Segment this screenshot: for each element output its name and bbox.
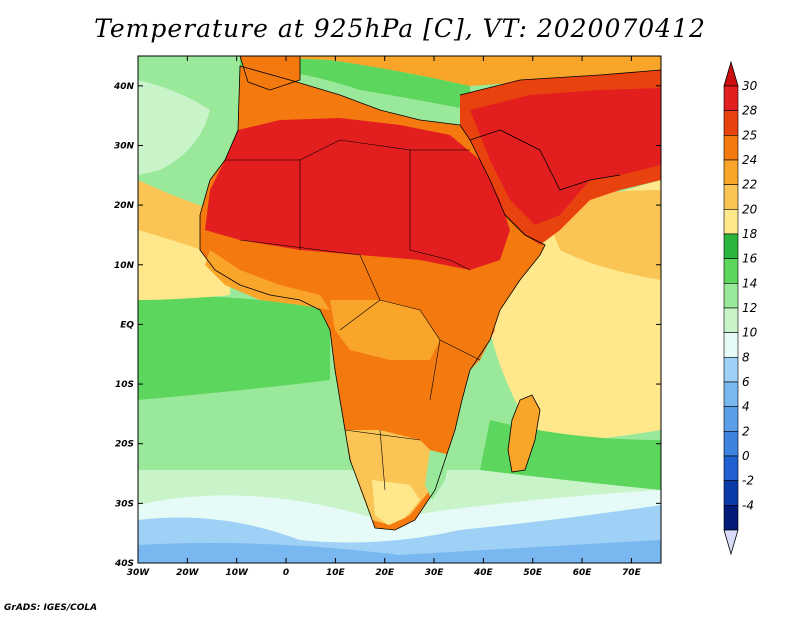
arabia-hot-core xyxy=(470,88,661,225)
lon-tick-label: 50E xyxy=(523,568,543,578)
colorbar-swatch xyxy=(723,455,739,481)
colorbar-swatch xyxy=(723,159,739,185)
map-title: Temperature at 925hPa [C], VT: 202007041… xyxy=(94,14,706,43)
lat-tick-label: 30N xyxy=(114,141,135,151)
colorbar-swatch xyxy=(723,85,739,111)
colorbar-label: 8 xyxy=(742,350,750,364)
ocean-band-tropical-atlantic-light xyxy=(138,230,230,300)
colorbar-swatch xyxy=(723,135,739,161)
axis-labels: 30W 20W 10W 0 10E 20E 30E 40E 50E 60E 70E 40S 30S 20S… xyxy=(113,82,642,578)
lon-tick-label: 20E xyxy=(375,568,395,578)
ocean-band-south-coldest xyxy=(138,540,661,563)
colorbar-label: 4 xyxy=(742,400,750,414)
colorbar-label: 12 xyxy=(742,301,757,315)
sahara-hot-core xyxy=(205,118,510,270)
ocean-patch-canary xyxy=(138,80,210,175)
colorbar-swatch xyxy=(723,209,739,235)
colorbar-swatch xyxy=(723,505,739,531)
iberia-land xyxy=(240,56,300,90)
colorbar-swatch xyxy=(723,406,739,432)
east-africa-highlands xyxy=(440,300,495,380)
colorbar-label: 24 xyxy=(742,153,757,167)
colorbar-label: 10 xyxy=(742,326,758,340)
plot-area xyxy=(138,56,661,563)
colorbar-swatch xyxy=(723,233,739,259)
lon-tick-label: 60E xyxy=(573,568,593,578)
lon-tick-label: 40E xyxy=(473,568,494,578)
colorbar-swatch xyxy=(723,307,739,333)
lat-tick-label: 40N xyxy=(113,82,135,92)
colorbar-label: 14 xyxy=(742,276,757,290)
lon-tick-label: 30E xyxy=(425,568,445,578)
colorbar-swatch xyxy=(723,283,739,309)
colorbar-label: 30 xyxy=(742,79,758,93)
lat-tick-label: 10S xyxy=(115,380,134,390)
plot-frame xyxy=(137,55,662,564)
colorbar-label: -2 xyxy=(742,474,754,488)
lat-tick-label: 20N xyxy=(114,201,135,211)
colorbar-label: 6 xyxy=(742,375,750,389)
lon-tick-label: 30W xyxy=(127,568,151,578)
credit-text: GrADS: IGES/COLA xyxy=(4,603,98,613)
colorbar-top-arrow xyxy=(723,60,739,87)
colorbar-swatch xyxy=(723,332,739,358)
lat-tick-label: EQ xyxy=(120,320,134,330)
colorbar-label: 20 xyxy=(742,202,758,216)
central-africa-mild xyxy=(330,300,440,360)
west-africa-coast-warm xyxy=(205,250,330,310)
colorbar-swatch xyxy=(723,184,739,210)
colorbar-label: 0 xyxy=(742,449,750,463)
country-borders xyxy=(225,139,481,491)
lat-tick-label: 20S xyxy=(115,440,134,450)
lat-tick-label: 30S xyxy=(115,499,134,509)
colorbar-swatch xyxy=(723,431,739,457)
colorbar-swatch xyxy=(723,258,739,284)
colorbar-bottom-arrow xyxy=(723,529,739,556)
colorbar-label: 28 xyxy=(742,104,758,118)
colorbar-label: -4 xyxy=(742,498,754,512)
colorbar-label: 18 xyxy=(742,227,758,241)
lon-tick-label: 10W xyxy=(225,568,249,578)
colorbar-label: 22 xyxy=(742,178,757,192)
colorbar-swatch xyxy=(723,357,739,383)
lat-tick-label: 40S xyxy=(114,559,134,569)
axis-ticks xyxy=(137,56,661,564)
colorbar-label: 2 xyxy=(742,424,750,438)
colorbar-swatch xyxy=(723,480,739,506)
southern-africa-cool xyxy=(372,480,420,525)
colorbar-swatch xyxy=(723,110,739,136)
madagascar-land xyxy=(508,395,540,472)
lon-tick-label: 10E xyxy=(326,568,346,578)
lat-tick-label: 10N xyxy=(114,261,135,271)
ocean-band-equatorial xyxy=(138,296,330,400)
lon-tick-label: 70E xyxy=(622,568,642,578)
coastlines xyxy=(199,56,661,531)
colorbar-swatch xyxy=(723,381,739,407)
lon-tick-label: 20W xyxy=(176,568,200,578)
colorbar-label: 25 xyxy=(742,128,757,142)
lon-tick-label: 0 xyxy=(283,568,289,578)
colorbar-label: 16 xyxy=(742,252,758,266)
